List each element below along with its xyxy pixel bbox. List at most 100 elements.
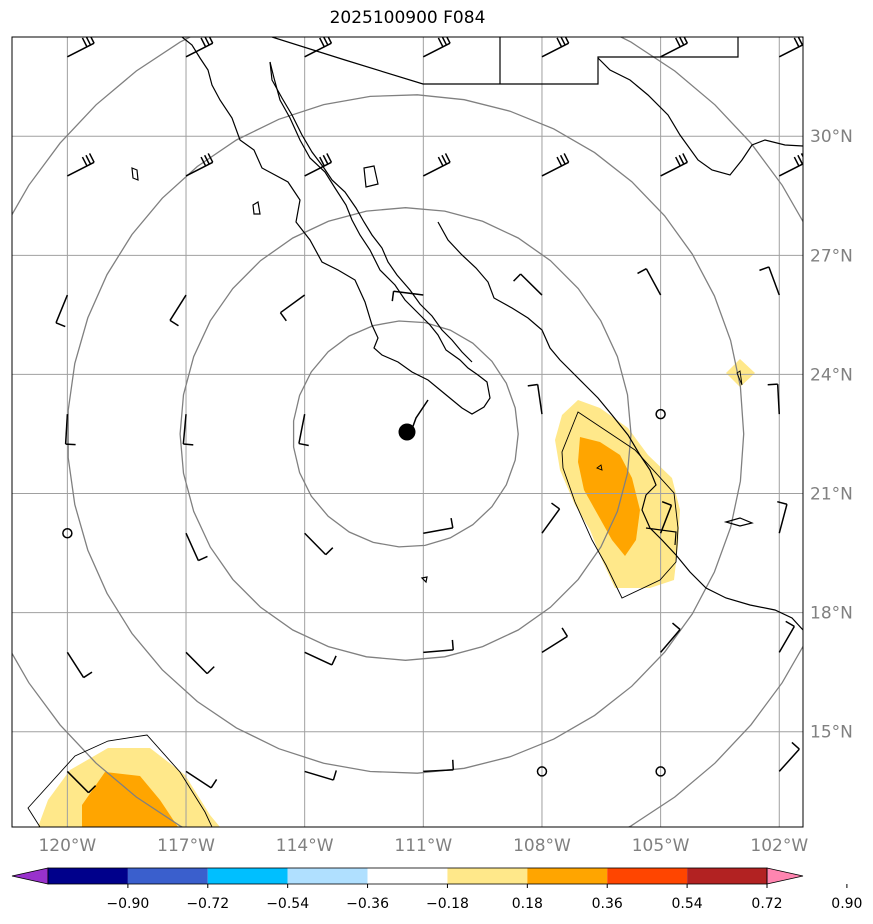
wind-barb	[66, 651, 93, 679]
longitude-tick-label: 108°W	[513, 836, 571, 856]
wind-barb	[541, 627, 569, 653]
wind-barb	[527, 383, 543, 415]
island-angel-guarda	[131, 167, 139, 181]
colorbar-segment	[287, 868, 368, 884]
island-east-small	[723, 517, 754, 527]
colorbar-tick-label: −0.36	[346, 896, 389, 912]
wind-barb	[423, 759, 455, 773]
contour-east-dot	[596, 464, 603, 471]
colorbar-segment	[607, 868, 688, 884]
latitude-tick-label: 24°N	[810, 365, 853, 385]
wind-barb	[185, 651, 215, 675]
wind-barb	[637, 268, 662, 296]
longitude-labels: 120°W 117°W 114°W 111°W 108°W 105°W 102°W	[38, 836, 808, 856]
longitude-tick-label: 102°W	[750, 836, 808, 856]
wind-barb	[67, 153, 95, 177]
wind-barb	[422, 153, 451, 177]
wind-barb	[279, 294, 306, 322]
latitude-tick-label: 15°N	[810, 723, 853, 743]
wind-barb	[423, 639, 454, 654]
colorbar-segment	[447, 868, 528, 884]
wind-barb	[304, 153, 333, 177]
mainland-mexico-coast	[437, 221, 803, 631]
graticule	[12, 37, 803, 827]
wind-barb	[185, 532, 208, 562]
wind-barb	[778, 153, 803, 177]
storm-center-barb	[406, 399, 429, 433]
colorbar-tick-label: 0.72	[751, 896, 782, 912]
range-ring	[12, 37, 803, 827]
wind-barb	[185, 770, 218, 789]
wind-barb	[778, 620, 796, 653]
colorbar-tick-label: −0.90	[106, 896, 149, 912]
us-mexico-border	[271, 37, 739, 85]
colorbar-extend-high	[766, 867, 804, 885]
latitude-tick-label: 18°N	[810, 604, 853, 624]
wind-barb	[660, 153, 689, 177]
colorbar-tick-label: −0.18	[426, 896, 469, 912]
wind-barb	[304, 532, 334, 556]
colorbar-segment	[367, 868, 448, 884]
wind-barb	[182, 414, 194, 446]
tiburon-island	[363, 165, 379, 188]
wind-barb	[423, 517, 454, 534]
range-rings	[12, 37, 803, 827]
wind-barb	[778, 37, 803, 58]
wind-barb	[304, 37, 333, 58]
island-cedros	[252, 201, 261, 215]
colorbar-outline	[47, 867, 768, 885]
longitude-tick-label: 114°W	[276, 836, 334, 856]
wind-barb	[55, 294, 69, 328]
wind-barb	[777, 500, 788, 534]
wind-barb	[541, 37, 570, 58]
coastlines	[131, 37, 803, 631]
wind-barb	[659, 500, 673, 534]
wind-barb	[541, 153, 570, 177]
wind-barb	[541, 502, 561, 534]
contour-east-small	[736, 370, 743, 386]
map-title: 2025100900 F084	[329, 8, 486, 28]
colorbar-segment	[48, 868, 128, 884]
calm-wind-marker	[62, 527, 73, 539]
anomaly-area-east-dark	[578, 437, 640, 556]
wind-barb	[298, 413, 309, 447]
latitude-labels: 15°N 18°N 21°N 24°N 27°N 30°N	[810, 127, 853, 742]
range-ring	[67, 94, 745, 774]
range-ring	[179, 207, 632, 661]
contour-southwest	[27, 734, 213, 827]
wind-barb	[767, 383, 781, 415]
colorbar-tick-label: 0.18	[512, 896, 543, 912]
wind-barb	[660, 622, 681, 653]
baja-california-west-coast	[181, 37, 491, 415]
islet-south	[420, 576, 428, 584]
colorbar-segment	[207, 868, 288, 884]
colorbar-segment	[127, 868, 208, 884]
colorbar-extend-low	[11, 867, 49, 885]
colorbar-tick-label: 0.54	[672, 896, 703, 912]
colorbar-tick-label: −0.72	[186, 896, 229, 912]
mexico-interior-coast	[597, 57, 803, 176]
wind-barb	[513, 273, 543, 296]
longitude-tick-label: 120°W	[38, 836, 96, 856]
longitude-tick-label: 117°W	[157, 836, 215, 856]
longitude-tick-label: 111°W	[394, 836, 452, 856]
map-frame	[11, 36, 804, 828]
latitude-tick-label: 27°N	[810, 246, 853, 266]
range-ring	[292, 320, 519, 548]
wind-barb	[391, 290, 424, 302]
wind-barb	[64, 414, 76, 446]
calm-wind-marker	[655, 766, 666, 777]
calm-wind-marker	[655, 408, 666, 420]
colorbar-tick-label: 0.90	[831, 896, 862, 912]
colorbar-tick-label: 0.36	[592, 896, 623, 912]
contour-outlines	[27, 370, 743, 827]
wind-barb	[422, 37, 451, 58]
baja-california-gulf-coast	[269, 61, 473, 363]
wind-barb	[67, 37, 95, 58]
wind-barb	[778, 741, 800, 772]
wind-barb	[759, 266, 780, 296]
colorbar-segment	[687, 868, 767, 884]
wind-barbs	[55, 37, 803, 794]
wind-barb	[169, 294, 187, 327]
